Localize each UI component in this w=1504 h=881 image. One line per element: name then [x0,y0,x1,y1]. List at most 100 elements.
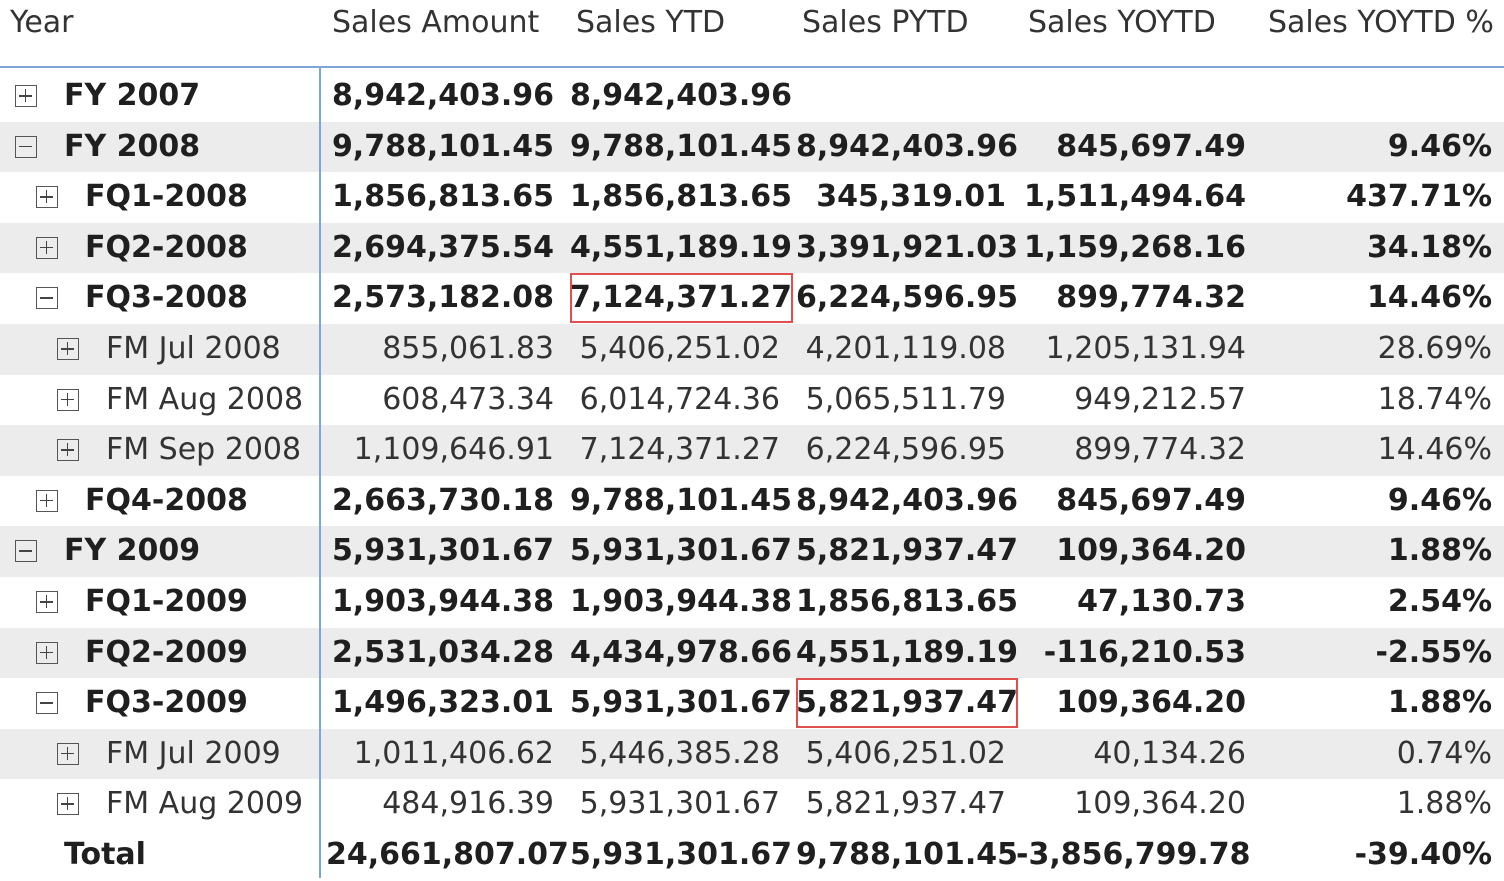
expand-plus-icon[interactable] [36,489,58,512]
cell-sales-yoytd-pct: -39.40% [1354,837,1492,872]
cell-sales-ytd: 5,931,301.67 [579,786,780,822]
cell-sales-pytd: 6,224,596.95 [805,432,1006,468]
expand-plus-icon[interactable] [36,236,58,259]
row-label: FY 2007 [64,78,201,113]
row-label: FQ3-2008 [85,280,248,316]
table-row: FM Sep 2008 1,109,646.91 7,124,371.27 6,224… [0,425,1504,476]
cell-sales-amount: 1,496,323.01 [331,685,554,721]
row-label: FQ2-2009 [85,634,248,670]
expand-plus-icon[interactable] [57,338,79,360]
table-row: FQ2-2009 2,531,034.28 4,434,978.66 4,551,18… [0,627,1504,679]
cell-sales-yoytd-pct: 14.46% [1367,280,1492,316]
table-row: FQ1-2009 1,903,944.38 1,903,944.38 1,856,81… [0,577,1504,628]
cell-sales-ytd: 9,788,101.45 [570,482,793,518]
cell-sales-ytd: 5,931,301.67 [570,685,793,721]
expand-plus-icon[interactable] [36,591,58,613]
expand-plus-icon[interactable] [57,793,79,816]
cell-sales-amount: 8,942,403.96 [331,78,554,113]
column-header-sales-yoytd-pct[interactable]: Sales YOYTD % [1268,5,1494,40]
cell-sales-pytd: 8,942,403.96 [796,482,1019,518]
table-row: FM Aug 2008 608,473.34 6,014,724.36 5,065,5… [0,375,1504,426]
cell-sales-yoytd [1016,71,1246,122]
cell-sales-yoytd-pct [1262,71,1492,122]
row-label: FQ2-2008 [85,229,248,265]
column-header-sales-pytd[interactable]: Sales PYTD [802,5,969,40]
highlighted-cell-outline [796,677,1018,728]
cell-sales-pytd: 1,856,813.65 [796,584,1019,619]
row-header-divider [319,66,321,878]
row-label: FQ3-2009 [85,685,248,721]
cell-sales-amount: 5,931,301.67 [331,533,554,569]
cell-sales-pytd: 5,821,937.47 [805,786,1006,822]
cell-sales-pytd: 5,065,511.79 [805,381,1006,417]
cell-sales-pytd: 5,821,937.47 [796,533,1019,569]
row-label: FQ1-2009 [85,584,248,619]
cell-sales-pytd: 345,319.01 [816,179,1006,215]
cell-sales-yoytd: 899,774.32 [1056,280,1246,316]
table-row: FQ2-2008 2,694,375.54 4,551,189.19 3,391,92… [0,222,1504,274]
cell-sales-ytd: 1,903,944.38 [570,584,793,619]
cell-sales-yoytd-pct: 9.46% [1387,482,1492,518]
row-label: FM Aug 2008 [106,381,304,417]
expand-plus-icon[interactable] [57,388,79,411]
cell-sales-yoytd-pct: 0.74% [1396,735,1492,771]
cell-sales-pytd: 5,821,937.47 [796,685,1019,721]
cell-sales-ytd: 8,942,403.96 [570,78,793,113]
cell-sales-pytd: 9,788,101.45 [796,837,1019,872]
table-row: FQ3-2008 2,573,182.08 7,124,371.27 6,224,59… [0,273,1504,324]
cell-sales-pytd: 4,201,119.08 [805,331,1006,366]
cell-sales-yoytd-pct: 1.88% [1396,786,1492,822]
cell-sales-pytd [796,71,1006,122]
table-row: FY 2009 5,931,301.67 5,931,301.67 5,821,937… [0,526,1504,577]
cell-sales-amount: 484,916.39 [382,786,554,822]
matrix-header: Year Sales Amount Sales YTD Sales PYTD S… [0,0,1504,68]
cell-sales-yoytd-pct: 437.71% [1346,179,1492,215]
cell-sales-pytd: 6,224,596.95 [796,280,1019,316]
total-row: Total 24,661,807.07 5,931,301.67 9,788,101.… [0,830,1504,881]
cell-sales-pytd: 3,391,921.03 [796,229,1019,265]
column-header-sales-amount[interactable]: Sales Amount [332,5,540,40]
cell-sales-yoytd-pct: 14.46% [1377,432,1492,468]
cell-sales-amount: 2,694,375.54 [331,229,554,265]
table-row: FQ4-2008 2,663,730.18 9,788,101.45 8,942,40… [0,476,1504,527]
expand-plus-icon[interactable] [57,439,79,462]
expand-plus-icon[interactable] [36,641,58,664]
cell-sales-yoytd: 40,134.26 [1093,735,1246,771]
row-label: FQ1-2008 [85,179,248,215]
cell-sales-ytd: 6,014,724.36 [579,381,780,417]
cell-sales-yoytd: 1,159,268.16 [1023,229,1246,265]
cell-sales-amount: 1,011,406.62 [353,735,554,771]
collapse-minus-icon[interactable] [36,287,58,310]
row-label: FM Sep 2008 [106,432,302,468]
expand-plus-icon[interactable] [36,186,58,209]
collapse-minus-icon[interactable] [15,135,37,158]
cell-sales-yoytd: -3,856,799.78 [1016,837,1251,872]
cell-sales-ytd: 5,446,385.28 [579,735,780,771]
cell-sales-ytd: 7,124,371.27 [579,432,780,468]
cell-sales-ytd: 4,551,189.19 [570,229,793,265]
collapse-minus-icon[interactable] [36,692,58,715]
cell-sales-ytd: 1,856,813.65 [570,179,793,215]
cell-sales-yoytd-pct: 1.88% [1387,685,1492,721]
expand-plus-icon[interactable] [57,742,79,765]
table-row: FQ3-2009 1,496,323.01 5,931,301.67 5,821,93… [0,678,1504,729]
cell-sales-amount: 1,109,646.91 [353,432,554,468]
collapse-minus-icon[interactable] [15,540,37,563]
column-header-year[interactable]: Year [10,5,74,40]
cell-sales-yoytd-pct: -2.55% [1375,634,1492,670]
cell-sales-amount: 2,531,034.28 [331,634,554,670]
cell-sales-yoytd-pct: 28.69% [1377,331,1492,366]
cell-sales-yoytd: 1,511,494.64 [1023,179,1246,215]
cell-sales-yoytd: 949,212.57 [1074,381,1246,417]
cell-sales-yoytd: 47,130.73 [1077,584,1246,619]
expand-plus-icon[interactable] [15,85,37,107]
cell-sales-yoytd: 899,774.32 [1074,432,1246,468]
cell-sales-ytd: 5,931,301.67 [570,837,793,872]
column-header-sales-ytd[interactable]: Sales YTD [576,5,726,40]
table-row: FY 2008 9,788,101.45 9,788,101.45 8,942,403… [0,121,1504,173]
cell-sales-amount: 855,061.83 [382,331,554,366]
column-header-sales-yoytd[interactable]: Sales YOYTD [1028,5,1216,40]
cell-sales-yoytd: 109,364.20 [1074,786,1246,822]
table-row: FQ1-2008 1,856,813.65 1,856,813.65 345,319.… [0,172,1504,223]
